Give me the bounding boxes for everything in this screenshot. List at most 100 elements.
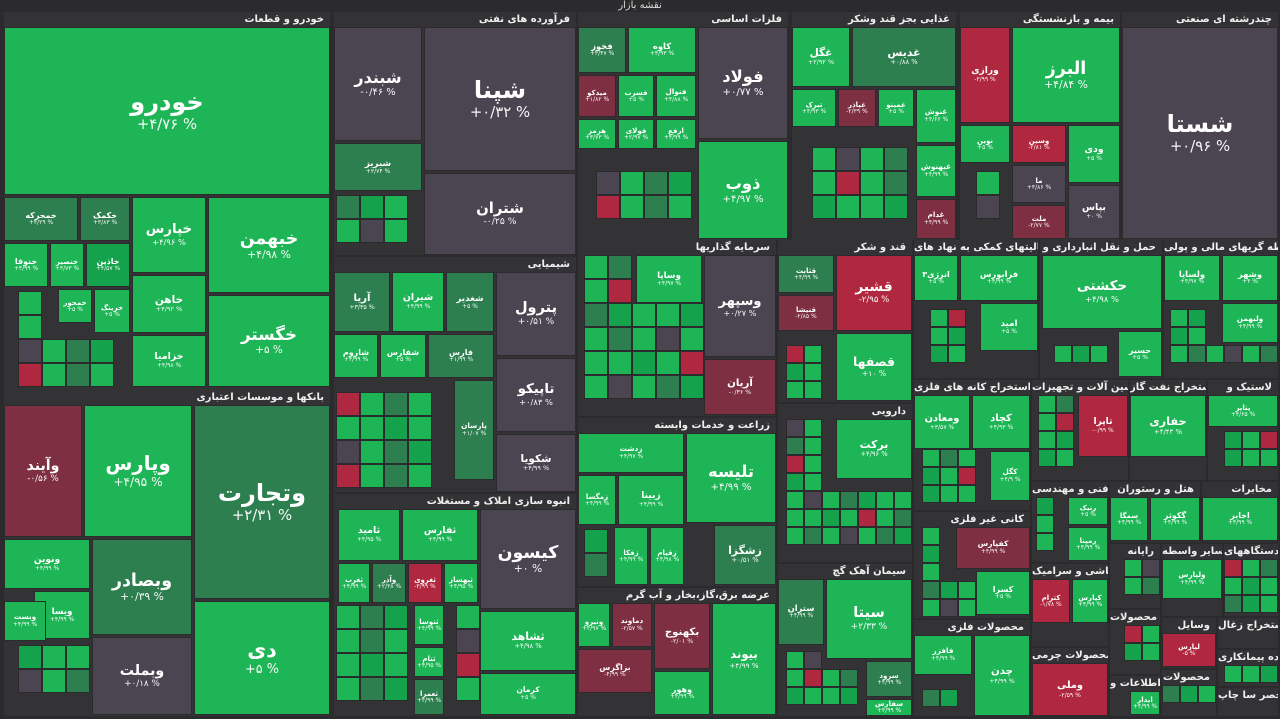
symbol-tile-small[interactable] [42,645,66,669]
symbol-tile-small[interactable] [1124,577,1142,595]
symbol-tile-small[interactable] [786,669,804,687]
symbol-tile-small[interactable] [1224,595,1242,613]
symbol-tile[interactable]: کسرا +۵ % [976,571,1030,615]
symbol-tile[interactable]: تلیسه +۴/۹۹ % [686,433,776,523]
symbol-tile[interactable]: کاوه +۴/۹۳ % [628,27,696,73]
symbol-tile-small[interactable] [1056,431,1074,449]
symbol-tile-small[interactable] [804,437,822,455]
symbol-tile-small[interactable] [336,219,360,243]
symbol-tile[interactable]: شستا +۰/۹۶ % [1122,27,1278,239]
symbol-tile[interactable]: نوین +۵ % [960,125,1010,163]
symbol-tile-small[interactable] [656,327,680,351]
symbol-tile[interactable]: شفارس +۵ % [380,334,426,378]
symbol-tile[interactable]: ستران +۴/۹۹ % [778,579,824,645]
symbol-tile-small[interactable] [922,581,940,599]
symbol-tile-small[interactable] [1090,345,1108,363]
symbol-tile[interactable]: لپارس -۵ % [1162,633,1216,667]
symbol-tile[interactable]: ومعادن +۳/۵۷ % [914,395,970,449]
symbol-tile-small[interactable] [336,653,360,677]
symbol-tile[interactable]: غگل +۲/۹۲ % [792,27,850,87]
symbol-tile-small[interactable] [940,689,958,707]
symbol-tile[interactable]: خمحرکه +۴/۲۹ % [4,197,78,241]
symbol-tile[interactable]: زمگسا +۴/۹۹ % [578,475,616,525]
symbol-tile[interactable]: ارفع +۴/۹۹ % [656,119,696,149]
symbol-tile-small[interactable] [66,363,90,387]
symbol-tile[interactable]: خزامیا +۴/۹۸ % [132,335,206,387]
symbol-tile[interactable]: هرمز +۳/۷۳ % [578,119,616,149]
symbol-tile-small[interactable] [360,464,384,488]
symbol-tile[interactable]: زبینا +۴/۹۹ % [618,475,684,525]
symbol-tile-small[interactable] [976,171,1000,195]
symbol-tile[interactable]: سمگا +۴/۹۹ % [1110,497,1148,541]
symbol-tile[interactable]: خپارس +۴/۹۶ % [132,197,206,273]
symbol-tile-small[interactable] [336,677,360,701]
symbol-tile-small[interactable] [836,195,860,219]
symbol-tile-small[interactable] [360,195,384,219]
symbol-tile[interactable]: ولبهمن +۴/۹۹ % [1222,303,1278,343]
symbol-tile-small[interactable] [822,669,840,687]
symbol-tile[interactable]: حسیر +۵ % [1118,331,1162,377]
symbol-tile[interactable]: فنوال +۴/۸۸ % [656,75,696,117]
symbol-tile[interactable]: خنصیر +۳/۷۳ % [50,243,84,287]
symbol-tile-small[interactable] [940,449,958,467]
symbol-tile-small[interactable] [680,351,704,375]
symbol-tile-small[interactable] [1224,665,1242,683]
symbol-tile[interactable]: ونوین +۴/۹۹ % [4,539,90,589]
symbol-tile-small[interactable] [812,171,836,195]
symbol-tile-small[interactable] [876,527,894,545]
symbol-tile[interactable]: وساپا +۴/۹۷ % [636,255,702,303]
symbol-tile[interactable]: کفپارس +۴/۹۹ % [956,527,1030,569]
symbol-tile-small[interactable] [786,381,804,399]
symbol-tile-small[interactable] [632,303,656,327]
symbol-tile-small[interactable] [1072,345,1090,363]
symbol-tile-small[interactable] [786,455,804,473]
symbol-tile-small[interactable] [656,375,680,399]
symbol-tile-small[interactable] [1038,413,1056,431]
symbol-tile-small[interactable] [384,392,408,416]
symbol-tile-small[interactable] [584,327,608,351]
symbol-tile-small[interactable] [1242,559,1260,577]
symbol-tile-small[interactable] [894,527,912,545]
symbol-tile-small[interactable] [884,171,908,195]
symbol-tile-small[interactable] [922,689,940,707]
symbol-tile-small[interactable] [840,527,858,545]
symbol-tile-small[interactable] [360,653,384,677]
symbol-tile-small[interactable] [1038,395,1056,413]
symbol-tile-small[interactable] [836,147,860,171]
symbol-tile-small[interactable] [668,171,692,195]
symbol-tile[interactable]: پارسان +۱/۰۷ % [454,380,494,480]
symbol-tile-small[interactable] [336,464,360,488]
symbol-tile-small[interactable] [840,687,858,705]
symbol-tile-small[interactable] [632,375,656,399]
symbol-tile-small[interactable] [1242,345,1260,363]
symbol-tile[interactable]: غپاذر -۲/۳۹ % [838,89,876,127]
symbol-tile-small[interactable] [360,677,384,701]
symbol-tile-small[interactable] [620,195,644,219]
symbol-tile-small[interactable] [336,629,360,653]
symbol-tile[interactable]: شکویا +۴/۹۹ % [496,434,576,492]
symbol-tile[interactable]: وسین -۲/۸۱ % [1012,125,1066,163]
symbol-tile-small[interactable] [860,147,884,171]
symbol-tile[interactable]: دماوند -۲/۵۷ % [612,603,652,647]
symbol-tile[interactable]: بکهنوج -۲/۰۱ % [654,603,710,669]
symbol-tile[interactable]: شپنا +۰/۳۲ % [424,27,576,171]
symbol-tile-small[interactable] [360,416,384,440]
symbol-tile[interactable]: فرابورس +۴/۹۹ % [960,255,1038,301]
symbol-tile-small[interactable] [680,303,704,327]
symbol-tile-small[interactable] [384,219,408,243]
symbol-tile-small[interactable] [804,345,822,363]
symbol-tile[interactable]: ولساپا +۴/۹۷ % [1164,255,1220,301]
symbol-tile-small[interactable] [858,491,876,509]
symbol-tile-small[interactable] [786,363,804,381]
symbol-tile-small[interactable] [958,467,976,485]
symbol-tile-small[interactable] [940,485,958,503]
symbol-tile-small[interactable] [644,171,668,195]
symbol-tile[interactable]: شغدیر +۵ % [446,272,494,332]
symbol-tile[interactable]: شاروم +۴/۹۹ % [334,334,378,378]
symbol-tile-small[interactable] [1162,685,1180,703]
symbol-tile-small[interactable] [1242,577,1260,595]
symbol-tile-small[interactable] [384,605,408,629]
symbol-tile-small[interactable] [1142,577,1160,595]
symbol-tile[interactable]: وپارس +۴/۹۵ % [84,405,192,537]
symbol-tile-small[interactable] [1198,685,1216,703]
